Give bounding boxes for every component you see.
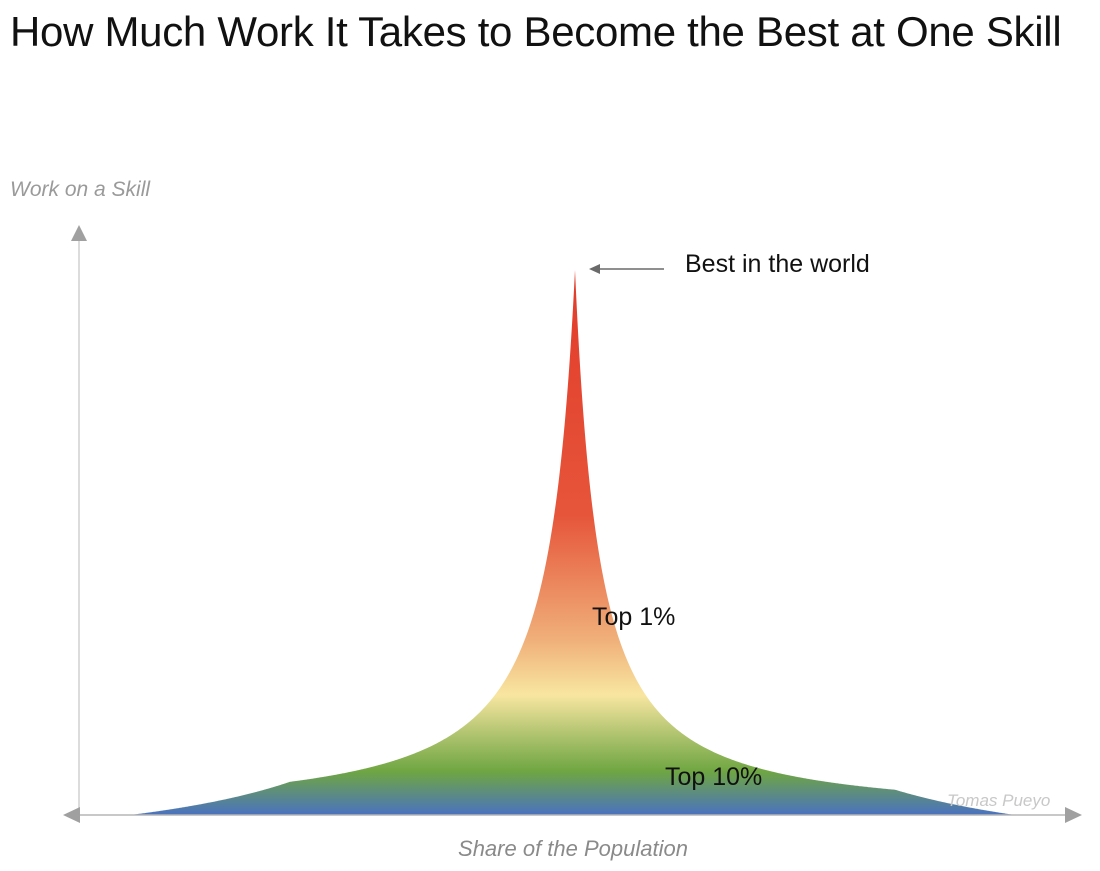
annotation-best-in-the-world: Best in the world [685,250,870,278]
annotation-top-1-percent: Top 1% [592,603,676,631]
x-axis-right-arrowhead [1065,807,1082,823]
distribution-curve [130,270,1015,815]
y-axis-arrowhead [71,225,87,241]
x-axis-left-arrowhead [63,807,80,823]
y-axis-label: Work on a Skill [10,178,151,201]
annotation-top-10-percent: Top 10% [665,763,763,791]
author-credit: Tomas Pueyo [947,791,1051,810]
x-axis-label: Share of the Population [458,836,688,861]
best-pointer-arrowhead [589,264,600,274]
page-title: How Much Work It Takes to Become the Bes… [10,8,1062,55]
